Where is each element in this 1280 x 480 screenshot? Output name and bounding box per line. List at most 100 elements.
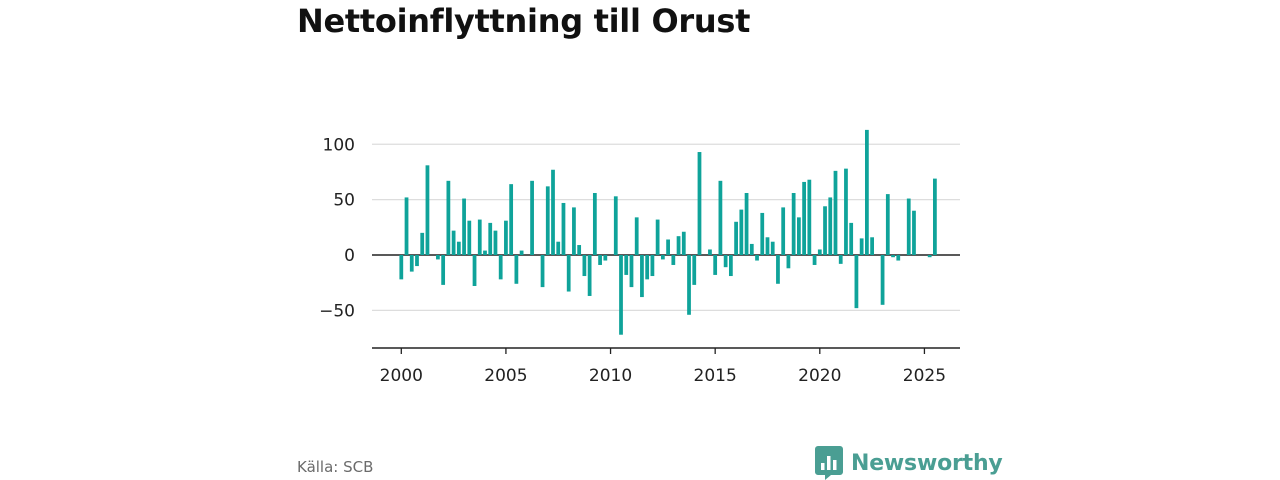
bar (781, 207, 786, 255)
bar (561, 202, 566, 255)
y-tick-label: −50 (319, 301, 355, 321)
bar (864, 129, 869, 255)
bar (551, 169, 555, 255)
source-label: Källa: SCB (297, 458, 374, 476)
bar (838, 255, 843, 264)
bar (697, 152, 702, 255)
bar (483, 250, 487, 255)
bar (598, 255, 602, 265)
bar (467, 220, 472, 255)
bar (493, 230, 498, 255)
bars (399, 129, 937, 335)
bar (734, 221, 738, 255)
bar (436, 255, 440, 260)
bar (514, 255, 519, 284)
bar (812, 255, 817, 265)
x-tick-label: 2005 (484, 366, 527, 386)
bar (776, 255, 780, 284)
x-tick-label: 2010 (589, 366, 632, 386)
bar (629, 255, 634, 288)
bar (891, 255, 895, 258)
x-tick-label: 2025 (903, 366, 946, 386)
x-tick-label: 2015 (694, 366, 737, 386)
bar (404, 197, 409, 255)
bar (896, 255, 901, 261)
bar (504, 220, 508, 255)
bar (906, 198, 911, 255)
bar (708, 249, 712, 255)
bar (786, 255, 791, 269)
bar (545, 186, 550, 255)
bar (880, 255, 885, 305)
bar (613, 196, 618, 255)
bar (885, 194, 890, 255)
bar (509, 184, 514, 255)
bar (739, 209, 744, 255)
bar (650, 255, 655, 277)
bar (420, 232, 425, 255)
bar (619, 255, 623, 335)
bar (849, 222, 854, 255)
bar (415, 255, 419, 267)
bar (770, 241, 775, 255)
bar (540, 255, 545, 288)
bar (582, 255, 587, 277)
bar (556, 241, 561, 255)
bar (671, 255, 676, 265)
x-tick-label: 2020 (798, 366, 841, 386)
gridlines (372, 143, 960, 312)
bar (603, 255, 608, 261)
bar (854, 255, 859, 309)
bar-chart-icon (815, 446, 843, 480)
bar (519, 250, 524, 255)
bar (927, 255, 932, 258)
bar (870, 237, 874, 255)
bar (634, 217, 639, 255)
bar (451, 230, 456, 255)
bar (755, 255, 759, 261)
bar (807, 179, 812, 255)
y-tick-label: 50 (333, 191, 355, 211)
bar (833, 170, 838, 255)
bar (660, 255, 665, 260)
bar (817, 249, 822, 255)
brand-logo: Newsworthy (815, 446, 1003, 480)
bar (676, 236, 681, 255)
bar (933, 178, 937, 255)
bar (577, 245, 582, 255)
bar (823, 206, 827, 255)
bar (844, 168, 848, 255)
bar (718, 180, 723, 255)
bar (645, 255, 650, 280)
bar (681, 231, 686, 255)
bar (666, 239, 670, 255)
bar (592, 193, 597, 255)
bar (796, 217, 801, 255)
bar (760, 212, 765, 255)
bar (912, 210, 916, 255)
bar (498, 255, 503, 280)
bar (728, 255, 733, 277)
bar (828, 197, 833, 255)
bar (409, 255, 414, 272)
bar (859, 238, 864, 255)
bar (802, 181, 806, 255)
brand-name: Newsworthy (851, 450, 1003, 476)
bar (723, 255, 728, 268)
bar (441, 255, 446, 285)
bar (530, 180, 534, 255)
y-tick-label: 0 (344, 246, 355, 266)
bar (655, 219, 660, 255)
bar (488, 222, 493, 255)
bar (640, 255, 644, 298)
bar (566, 255, 571, 292)
bar (399, 255, 404, 280)
bar (713, 255, 718, 275)
bar (687, 255, 691, 315)
x-axis-ticks: 2000 2005 2010 2015 2020 2025 (380, 348, 946, 386)
bar (692, 255, 697, 285)
bar (425, 165, 430, 255)
y-tick-label: 100 (323, 135, 355, 155)
bar (744, 193, 749, 255)
